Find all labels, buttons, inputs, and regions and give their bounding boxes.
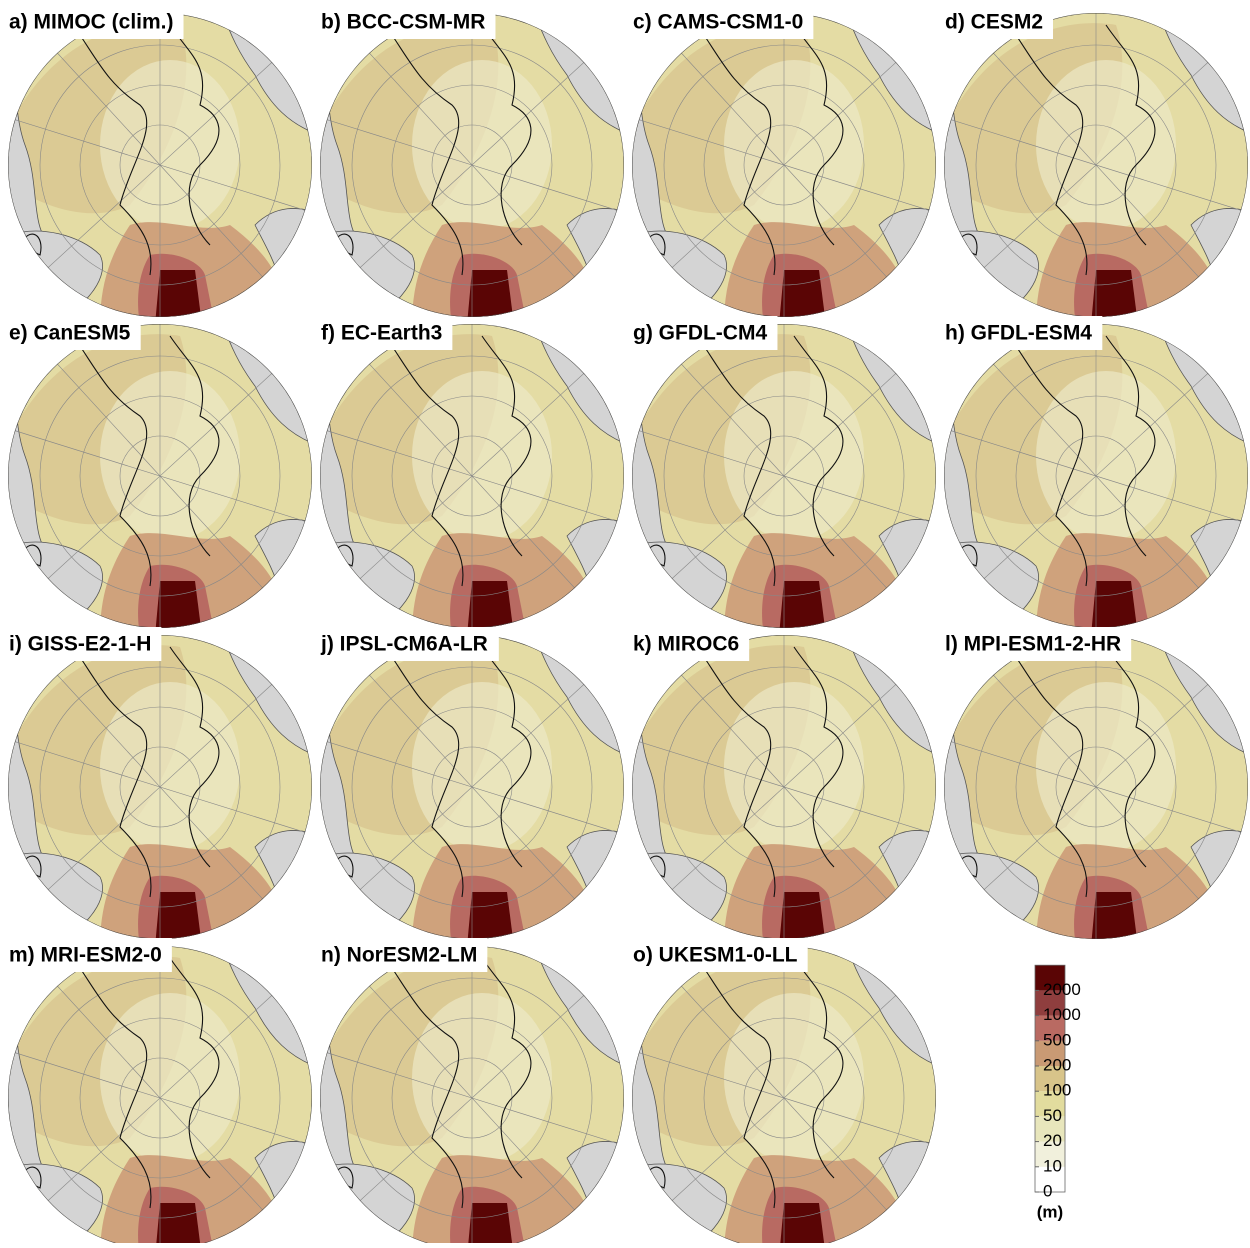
map [312, 938, 632, 1243]
panel-label: m) MRI-ESM2-0 [9, 944, 162, 967]
colorbar-tick-label: 2000 [1043, 980, 1081, 999]
panel-label: a) MIMOC (clim.) [9, 11, 174, 34]
map [0, 5, 320, 325]
map-panel: c) CAMS-CSM1-0 [624, 5, 944, 325]
colorbar: 0 10 20 50 100 200 500 1000 2000 (m) [1035, 965, 1081, 1221]
map [936, 316, 1250, 636]
map-panel: a) MIMOC (clim.) [0, 5, 320, 325]
map [624, 627, 944, 947]
panel-label: c) CAMS-CSM1-0 [633, 11, 803, 34]
colorbar-tick-label: 500 [1043, 1030, 1071, 1049]
panel-label: i) GISS-E2-1-H [9, 633, 151, 656]
panel-label: o) UKESM1-0-LL [633, 944, 798, 967]
map-panel: j) IPSL-CM6A-LR [312, 627, 632, 947]
map [312, 627, 632, 947]
panel-label: j) IPSL-CM6A-LR [320, 633, 488, 656]
map-panel: l) MPI-ESM1-2-HR [936, 627, 1250, 947]
colorbar-tick-label: 1000 [1043, 1005, 1081, 1024]
colorbar-tick-label: 200 [1043, 1055, 1071, 1074]
map-panel: b) BCC-CSM-MR [312, 5, 632, 325]
map-panel: m) MRI-ESM2-0 [0, 938, 320, 1243]
panel-label: l) MPI-ESM1-2-HR [945, 633, 1121, 656]
map-panel: f) EC-Earth3 [312, 316, 632, 636]
map [0, 316, 320, 636]
colorbar-tick-label: 100 [1043, 1081, 1071, 1100]
panel-label: f) EC-Earth3 [321, 322, 442, 345]
panel-label: d) CESM2 [945, 11, 1043, 34]
map-panel: n) NorESM2-LM [312, 938, 632, 1243]
map [624, 938, 944, 1243]
map [624, 316, 944, 636]
panel-label: e) CanESM5 [9, 322, 131, 345]
map [936, 5, 1250, 325]
map [312, 5, 632, 325]
map [936, 627, 1250, 947]
map-panel: h) GFDL-ESM4 [936, 316, 1250, 636]
figure: a) MIMOC (clim.) b) BCC-CSM-MR c) CAMS-CSM… [0, 0, 1250, 1243]
panel-label: g) GFDL-CM4 [633, 322, 767, 345]
colorbar-tick-label: 50 [1043, 1106, 1062, 1125]
panel-label: b) BCC-CSM-MR [321, 11, 485, 34]
map-panel: e) CanESM5 [0, 316, 320, 636]
colorbar-tick-label: 0 [1043, 1181, 1052, 1200]
colorbar-tick-label: 20 [1043, 1131, 1062, 1150]
map-panel: d) CESM2 [936, 5, 1250, 325]
map [624, 5, 944, 325]
colorbar-tick-label: 10 [1043, 1156, 1062, 1175]
map-panel: g) GFDL-CM4 [624, 316, 944, 636]
map [0, 627, 320, 947]
panel-label: k) MIROC6 [633, 633, 739, 656]
map-panel: o) UKESM1-0-LL [624, 938, 944, 1243]
map-panel: i) GISS-E2-1-H [0, 627, 320, 947]
panel-label: n) NorESM2-LM [321, 944, 477, 967]
map-panel: k) MIROC6 [624, 627, 944, 947]
map [312, 316, 632, 636]
map [0, 938, 320, 1243]
colorbar-unit: (m) [1037, 1202, 1063, 1221]
panel-label: h) GFDL-ESM4 [945, 322, 1092, 345]
